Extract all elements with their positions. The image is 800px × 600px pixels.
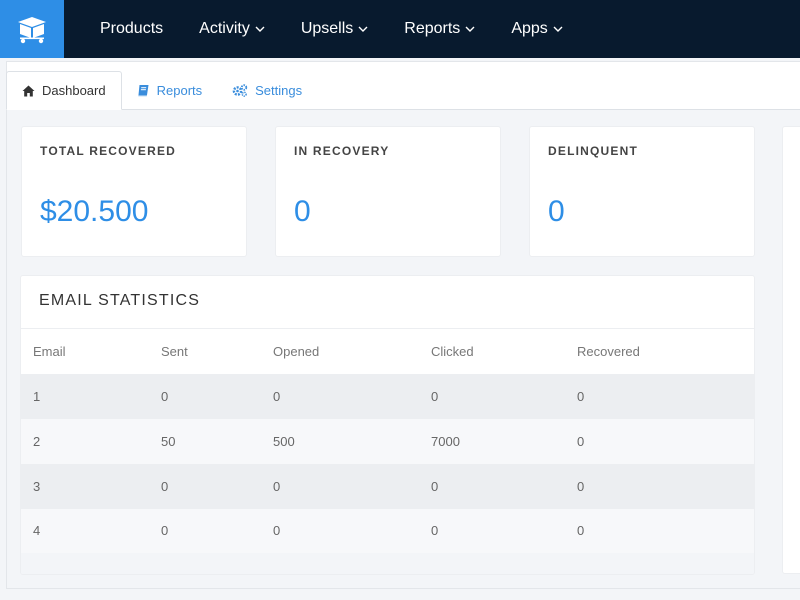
home-icon [22,85,35,97]
table-row: 3 0 0 0 0 [21,463,754,509]
table-cell: 0 [565,508,754,554]
table-cell: 0 [261,463,419,509]
table-header-row: Email Sent Opened Clicked Recovered [21,328,754,374]
table-cell: 0 [565,418,754,464]
email-statistics-card: EMAIL STATISTICS Email Sent Opened Click… [20,275,755,575]
tab-settings[interactable]: Settings [217,71,317,109]
table-cell: 2 [21,418,149,464]
chevron-down-icon [553,26,563,32]
nav-reports-label: Reports [404,20,461,37]
chevron-down-icon [358,26,368,32]
stat-label: IN RECOVERY [294,144,390,158]
table-row: 4 0 0 0 0 [21,508,754,554]
chevron-down-icon [255,26,265,32]
table-cell: 0 [149,508,261,554]
box-cart-icon [18,17,46,44]
nav-upsells[interactable]: Upsells [301,20,368,38]
table-footer [21,553,754,574]
chevron-down-icon [465,26,475,32]
email-statistics-title: EMAIL STATISTICS [39,292,201,309]
column-header[interactable]: Clicked [419,328,565,374]
table-cell: 0 [261,373,419,419]
stat-card-in-recovery: IN RECOVERY 0 [275,126,501,257]
tab-reports-label: Reports [156,82,203,98]
table-cell: 0 [565,373,754,419]
top-navbar: Products Activity Upsells Reports Apps [0,0,800,58]
tab-settings-label: Settings [255,82,303,98]
column-header[interactable]: Sent [149,328,261,374]
table-cell: 0 [419,463,565,509]
nav-upsells-label: Upsells [300,20,354,37]
tab-dashboard[interactable]: Dashboard [6,71,122,110]
column-header[interactable]: Recovered [565,328,754,374]
table-cell: 0 [419,373,565,419]
stat-label: TOTAL RECOVERED [40,144,177,158]
nav-apps-label: Apps [511,20,548,37]
table-cell: 0 [149,463,261,509]
stat-value: 0 [294,195,311,228]
column-header[interactable]: Opened [261,328,419,374]
nav-activity[interactable]: Activity [199,20,265,38]
table-cell: 4 [21,508,149,554]
table-cell: 0 [565,463,754,509]
nav-reports[interactable]: Reports [404,20,475,38]
stat-card-delinquent: DELINQUENT 0 [529,126,755,257]
nav-apps[interactable]: Apps [511,20,563,38]
table-row: 1 0 0 0 0 [21,373,754,419]
table-cell: 500 [261,418,419,464]
gears-icon [232,83,248,97]
stat-card-total-recovered: TOTAL RECOVERED $20.500 [21,126,247,257]
table-cell: 0 [419,508,565,554]
table-row: 2 50 500 7000 0 [21,418,754,464]
stat-value: $20.500 [40,195,149,228]
tab-bar: Dashboard Reports Settings [6,71,800,110]
stat-value: 0 [548,195,565,228]
nav-products-label: Products [100,20,164,37]
table-cell: 50 [149,418,261,464]
logo[interactable] [0,0,64,58]
book-icon [137,84,150,97]
table-cell: 0 [149,373,261,419]
email-statistics-table: Email Sent Opened Clicked Recovered 1 0 … [21,328,754,554]
table-cell: 3 [21,463,149,509]
column-header[interactable]: Email [21,328,149,374]
table-cell: 0 [261,508,419,554]
table-cell: 7000 [419,418,565,464]
nav-products[interactable]: Products [100,20,163,38]
tab-reports[interactable]: Reports [122,71,218,109]
stat-label: DELINQUENT [548,144,638,158]
table-cell: 1 [21,373,149,419]
tab-dashboard-label: Dashboard [42,83,106,98]
nav-activity-label: Activity [199,20,250,37]
side-card [782,126,800,574]
